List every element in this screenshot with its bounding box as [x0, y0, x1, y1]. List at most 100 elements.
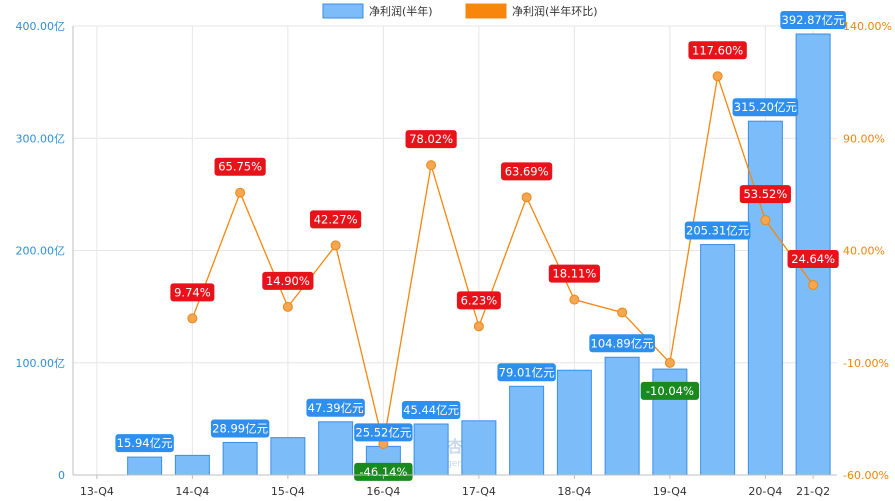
bar-18-Q2	[509, 385, 545, 476]
legend: 净利润(半年) 净利润(半年环比)	[322, 3, 598, 19]
line-label-15-Q4: 14.90%	[266, 274, 310, 288]
line-label-17-Q4-bg	[456, 291, 501, 310]
line-point-18-Q2	[521, 192, 532, 203]
line-path	[191, 76, 814, 445]
line-label-15-Q2-bg	[214, 157, 266, 176]
bar-18-Q4	[556, 369, 592, 476]
bar-label-19-Q2-bg	[589, 334, 655, 353]
bar-label-15-Q2-bg	[210, 419, 270, 438]
x-tick-label: 15-Q4	[271, 485, 305, 498]
x-tick-label: 21-Q2	[796, 485, 830, 498]
axes: 0 100.00亿 200.00亿 300.00亿 400.00亿 -60.00% -10.…	[16, 20, 892, 498]
bar-label-16-Q2-bg	[306, 398, 365, 417]
line-point-19-Q4	[664, 357, 675, 368]
bar-label-14-Q2: 15.94亿元	[117, 436, 173, 450]
bar-17-Q4	[461, 420, 497, 476]
bar-label-18-Q2-bg	[497, 363, 556, 382]
line-label-21-Q2: 24.64%	[791, 252, 835, 266]
line-label-17-Q2-bg	[405, 130, 457, 149]
line-point-16-Q2	[330, 240, 341, 251]
y-left-tick-label: 100.00亿	[16, 357, 66, 370]
line-point-19-Q2	[617, 307, 628, 318]
bar-15-Q2	[222, 441, 258, 476]
line-label-20-Q2: 117.60%	[692, 43, 743, 57]
line-label-15-Q2: 65.75%	[218, 160, 262, 174]
legend-swatch-0	[322, 3, 364, 19]
bar-label-20-Q2-bg	[684, 221, 751, 240]
bar-label-18-Q2: 79.01亿元	[499, 365, 555, 379]
bar-label-17-Q2: 45.44亿元	[403, 403, 459, 417]
line-point-17-Q2	[426, 160, 437, 171]
y-right-tick-label: 40.00%	[843, 245, 885, 258]
line-label-18-Q4-bg	[548, 264, 600, 283]
x-tick-label: 13-Q4	[80, 485, 114, 498]
line-label-19-Q4: -10.04%	[646, 384, 694, 398]
line-label-16-Q2: 42.27%	[314, 212, 358, 226]
y-left-tick-label: 400.00亿	[16, 20, 66, 33]
data-labels: 15.94亿元 28.99亿元 47.39亿元 25.52亿元 45.44亿元 79.01…	[115, 11, 846, 481]
line-label-18-Q2: 63.69%	[505, 164, 549, 178]
bar-label-15-Q2: 28.99亿元	[212, 421, 268, 435]
bar-label-14-Q2-bg	[115, 434, 174, 453]
line-label-15-Q4-bg	[262, 271, 314, 290]
x-tick-label: 17-Q4	[462, 485, 496, 498]
line-label-14-Q4-bg	[170, 283, 215, 302]
bar-label-17-Q2-bg	[401, 400, 461, 419]
bar-label-20-Q4: 315.20亿元	[734, 100, 798, 114]
bar-label-19-Q2: 104.89亿元	[591, 336, 655, 350]
line-label-17-Q2: 78.02%	[409, 132, 453, 146]
line-label-16-Q2-bg	[310, 210, 362, 229]
line-label-20-Q4: 53.52%	[743, 187, 787, 201]
bar-19-Q2	[604, 356, 640, 476]
y-right-tick-label: 90.00%	[843, 132, 885, 145]
line-label-19-Q4-bg	[640, 381, 700, 400]
bar-20-Q2	[700, 244, 736, 476]
x-tick-label: 19-Q4	[653, 485, 687, 498]
line-point-18-Q4	[569, 294, 580, 305]
line-point-20-Q2	[712, 71, 723, 82]
bar-label-21-Q2: 392.87亿元	[782, 13, 846, 27]
y-right-tick-label: 140.00%	[843, 20, 892, 33]
line-label-14-Q4: 9.74%	[174, 285, 211, 299]
line-label-18-Q2-bg	[501, 162, 553, 181]
bar-20-Q4	[747, 120, 783, 476]
y-right-tick-label: -60.00%	[843, 469, 889, 482]
y-left-tick-label: 0	[58, 469, 65, 482]
line-point-14-Q4	[187, 313, 198, 324]
line-label-20-Q4-bg	[739, 185, 791, 204]
x-tick-label: 16-Q4	[366, 485, 400, 498]
x-tick-label: 20-Q4	[748, 485, 782, 498]
line-point-21-Q2	[808, 279, 819, 290]
y-left-tick-label: 300.00亿	[16, 132, 66, 145]
bar-label-20-Q4-bg	[732, 98, 799, 117]
legend-label-0: 净利润(半年)	[369, 4, 433, 18]
bar-label-16-Q2: 47.39亿元	[308, 401, 364, 415]
bar-label-16-Q4: 25.52亿元	[355, 425, 411, 439]
line-label-18-Q4: 18.11%	[552, 267, 596, 281]
line-label-21-Q2-bg	[787, 249, 839, 268]
bar-14-Q2	[127, 456, 163, 476]
line-series	[187, 71, 819, 449]
line-point-15-Q2	[235, 187, 246, 198]
y-right-tick-label: -10.00%	[843, 357, 889, 370]
x-tick-label: 14-Q4	[175, 485, 209, 498]
bar-16-Q2	[318, 421, 354, 476]
bar-17-Q2	[413, 423, 449, 476]
line-label-17-Q4: 6.23%	[461, 293, 498, 307]
line-point-15-Q4	[282, 301, 293, 312]
line-label-20-Q2-bg	[688, 41, 747, 60]
y-left-tick-label: 200.00亿	[16, 245, 66, 258]
line-point-20-Q4	[760, 215, 771, 226]
bar-15-Q4	[270, 437, 306, 476]
bar-label-20-Q2: 205.31亿元	[686, 224, 750, 238]
legend-swatch-1	[465, 3, 507, 19]
legend-label-1: 净利润(半年环比)	[512, 4, 598, 18]
line-label-16-Q4-bg	[354, 462, 413, 481]
x-tick-label: 18-Q4	[557, 485, 591, 498]
bar-label-21-Q2-bg	[780, 11, 846, 30]
bar-14-Q4	[174, 454, 210, 476]
watermark-sub: lixinger.com	[428, 459, 483, 469]
line-point-17-Q4	[473, 321, 484, 332]
bar-label-16-Q4-bg	[354, 423, 413, 442]
